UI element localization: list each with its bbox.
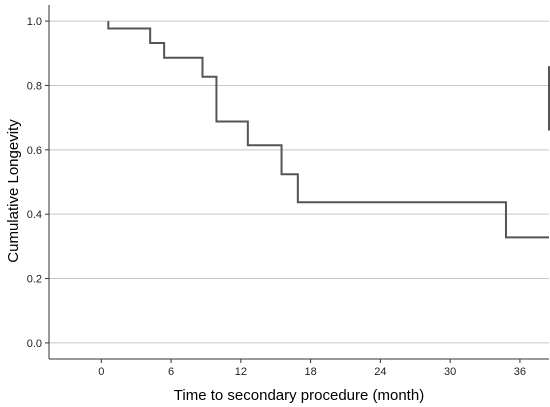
series-line-0 xyxy=(107,21,549,239)
gridlines xyxy=(49,20,549,344)
x-tick-label-1: 6 xyxy=(168,366,174,378)
y-axis-title: Cumulative Longevity xyxy=(5,119,22,263)
y-tick-label-3: 0.6 xyxy=(27,145,42,157)
y-tick-label-0: 0.0 xyxy=(27,338,42,350)
x-tick-label-0: 0 xyxy=(98,366,104,378)
x-tick-label-3: 18 xyxy=(305,366,317,378)
x-tick-label-6: 36 xyxy=(514,366,526,378)
tick-labels: 0.0 0.2 0.4 0.6 0.8 1.0 0 6 12 18 24 30 36 xyxy=(27,16,526,378)
x-tick-label-2: 12 xyxy=(235,366,247,378)
x-axis-title: Time to secondary procedure (month) xyxy=(174,387,424,404)
x-tick-label-5: 30 xyxy=(444,366,456,378)
y-tick-label-5: 1.0 xyxy=(27,16,42,28)
y-tick-label-4: 0.8 xyxy=(27,80,42,92)
y-tick-label-2: 0.4 xyxy=(27,209,42,221)
x-tick-label-4: 24 xyxy=(374,366,386,378)
series-lines xyxy=(107,21,550,239)
axes xyxy=(45,5,549,363)
y-tick-label-1: 0.2 xyxy=(27,274,42,286)
